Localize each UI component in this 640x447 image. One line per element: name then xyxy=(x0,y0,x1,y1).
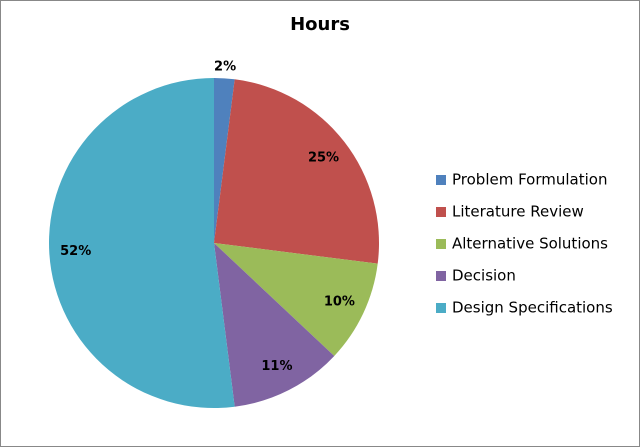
pie-slice xyxy=(214,243,335,407)
legend-swatch xyxy=(436,239,446,249)
chart-title: Hours xyxy=(290,14,350,35)
pie-slice xyxy=(48,78,235,408)
data-label: 11% xyxy=(261,359,292,374)
legend-swatch xyxy=(436,207,446,217)
legend-label: Problem Formulation xyxy=(452,171,607,189)
pie-slice xyxy=(214,79,379,264)
data-label: 25% xyxy=(308,151,339,166)
data-label: 52% xyxy=(60,244,91,259)
pie-slice xyxy=(214,78,235,243)
legend-swatch xyxy=(436,271,446,281)
legend-label: Literature Review xyxy=(452,203,584,221)
data-label: 2% xyxy=(214,59,236,74)
legend-swatch xyxy=(436,175,446,185)
pie-slice xyxy=(214,243,378,356)
legend-swatch xyxy=(436,303,446,313)
data-label: 10% xyxy=(324,295,355,310)
legend-label: Decision xyxy=(452,267,516,285)
legend-label: Design Specifications xyxy=(452,299,613,317)
legend-label: Alternative Solutions xyxy=(452,235,608,253)
